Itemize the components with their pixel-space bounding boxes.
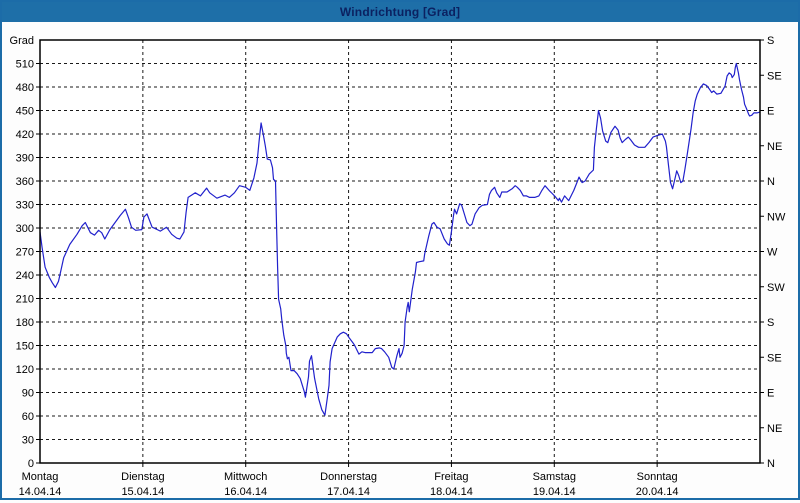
compass-axis-label: E: [767, 106, 774, 118]
x-axis-day-label: Mittwoch: [224, 471, 267, 483]
y-axis-tick-label: 390: [16, 153, 34, 165]
compass-axis-label: E: [767, 388, 774, 400]
y-axis-unit-label: Grad: [10, 35, 34, 47]
compass-axis-label: S: [767, 35, 774, 47]
y-axis-tick-label: 120: [16, 364, 34, 376]
wind-direction-line: [39, 62, 761, 416]
compass-axis-label: W: [767, 247, 778, 259]
x-axis-date-label: 15.04.14: [121, 486, 164, 498]
y-axis-tick-label: 300: [16, 223, 34, 235]
y-axis-tick-label: 90: [22, 388, 34, 400]
compass-axis-label: NE: [767, 141, 782, 153]
compass-axis-label: NW: [767, 211, 786, 223]
y-axis-tick-label: 210: [16, 294, 34, 306]
y-axis-tick-label: 240: [16, 270, 34, 282]
compass-axis-label: NE: [767, 423, 782, 435]
wind-direction-chart: 0 30 60 90 120 150 180 210 240 270 300 330 360 390 420…: [10, 35, 786, 498]
y-axis-tick-label: 450: [16, 106, 34, 118]
y-axis-tick-label: 480: [16, 82, 34, 94]
compass-axis-label: S: [767, 317, 774, 329]
y-axis-tick-label: 60: [22, 411, 34, 423]
x-axis-day-label: Montag: [22, 471, 59, 483]
x-axis-date-label: 16.04.14: [224, 486, 267, 498]
y-axis-tick-label: 330: [16, 200, 34, 212]
y-axis-tick-label: 150: [16, 341, 34, 353]
x-axis-date-label: 14.04.14: [19, 486, 62, 498]
y-axis-tick-label: 420: [16, 129, 34, 141]
x-axis-day-label: Sonntag: [637, 471, 678, 483]
y-axis-tick-label: 30: [22, 435, 34, 447]
x-axis-day-label: Donnerstag: [320, 471, 377, 483]
compass-axis-label: SE: [767, 352, 782, 364]
x-axis-date-label: 20.04.14: [636, 486, 679, 498]
y-axis-tick-label: 510: [16, 59, 34, 71]
y-axis-tick-label: 180: [16, 317, 34, 329]
x-axis-date-label: 19.04.14: [533, 486, 576, 498]
x-axis-day-label: Freitag: [434, 471, 468, 483]
y-axis-tick-label: 0: [28, 458, 34, 470]
x-axis-day-label: Samstag: [533, 471, 576, 483]
compass-axis-label: N: [767, 176, 775, 188]
compass-axis-label: SW: [767, 282, 785, 294]
x-axis-day-label: Dienstag: [121, 471, 164, 483]
window-title: Windrichtung [Grad]: [2, 2, 798, 22]
x-axis-date-label: 18.04.14: [430, 486, 473, 498]
chart-area: 0 30 60 90 120 150 180 210 240 270 300 330 360 390 420…: [2, 22, 798, 498]
x-axis-date-label: 17.04.14: [327, 486, 370, 498]
y-axis-tick-label: 270: [16, 247, 34, 259]
compass-axis-label: SE: [767, 70, 782, 82]
y-axis-tick-label: 360: [16, 176, 34, 188]
plot-frame: [39, 39, 761, 464]
compass-axis-label: N: [767, 458, 775, 470]
